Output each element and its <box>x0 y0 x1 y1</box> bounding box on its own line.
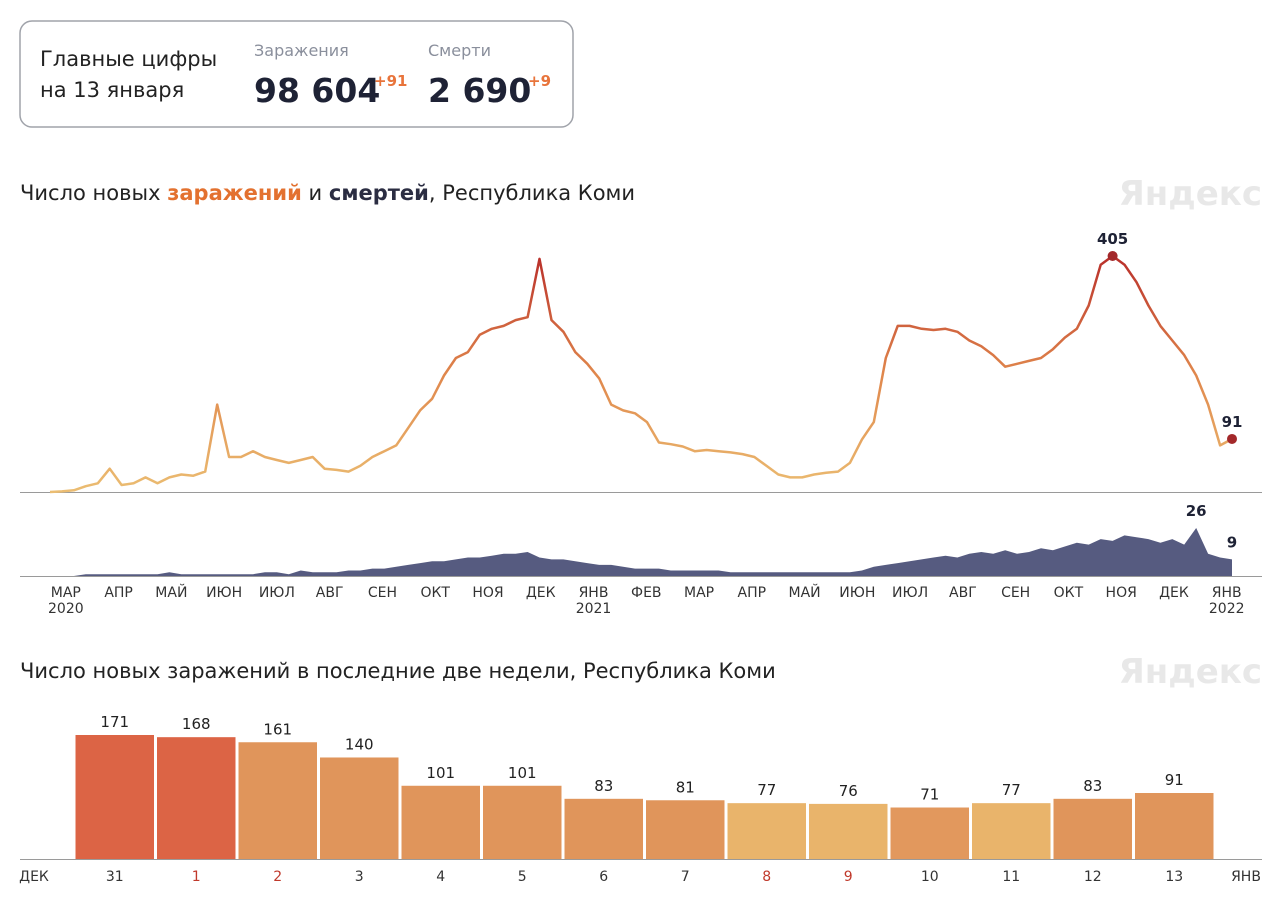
month-label: ЯНВ <box>1212 585 1242 601</box>
month-label: МАЙ <box>789 583 821 601</box>
bar <box>238 742 317 859</box>
chart-title: Число новых заражений и смертей, Республ… <box>20 181 635 205</box>
month-label: ФЕВ <box>631 585 662 601</box>
year-label: 2021 <box>576 601 612 617</box>
month-label: ОКТ <box>1054 585 1084 601</box>
chart-title: Число новых заражений в последние две не… <box>20 659 776 683</box>
bar <box>401 785 480 859</box>
day-label: 1 <box>192 869 201 885</box>
bar-value-label: 101 <box>508 764 537 782</box>
bar <box>483 785 562 859</box>
month-label: ОКТ <box>420 585 450 601</box>
bar <box>1053 798 1132 859</box>
month-label: СЕН <box>368 585 397 601</box>
month-label: АВГ <box>316 585 344 601</box>
month-label: МАР <box>51 585 81 601</box>
bar-value-label: 91 <box>1165 771 1184 789</box>
day-label: 2 <box>273 869 282 885</box>
month-label: АПР <box>738 585 767 601</box>
bar-value-label: 81 <box>676 778 695 796</box>
summary-label: Смерти <box>428 41 491 60</box>
day-label: 8 <box>762 869 771 885</box>
title-part: , Республика Коми <box>429 181 635 205</box>
day-label: 7 <box>681 869 690 885</box>
year-label: 2022 <box>1209 601 1245 617</box>
point-label: 9 <box>1227 533 1237 551</box>
bar-value-label: 77 <box>1002 781 1021 799</box>
month-label: ДЕК <box>1159 585 1189 601</box>
day-label: 4 <box>436 869 445 885</box>
bar-value-label: 140 <box>345 735 374 753</box>
summary-value: 98 604 <box>254 71 380 110</box>
day-label: 3 <box>355 869 364 885</box>
summary-heading: Главные цифры <box>40 47 217 71</box>
summary-delta: +91 <box>374 72 407 90</box>
bar-value-label: 71 <box>920 786 939 804</box>
bar <box>564 798 643 859</box>
title-part: Число новых <box>20 181 161 205</box>
bar-value-label: 83 <box>594 777 613 795</box>
month-label: ИЮЛ <box>892 585 928 601</box>
bar-value-label: 101 <box>426 764 455 782</box>
summary-heading: на 13 января <box>40 78 184 102</box>
bar-value-label: 171 <box>100 713 129 731</box>
bar <box>646 800 725 859</box>
bar-value-label: 161 <box>263 720 292 738</box>
bar-value-label: 168 <box>182 715 211 733</box>
point-label: 91 <box>1222 413 1243 431</box>
day-label: 6 <box>599 869 608 885</box>
point-label: 405 <box>1097 230 1128 248</box>
watermark: Яндекс <box>1119 174 1262 214</box>
month-label: НОЯ <box>1106 585 1137 601</box>
month-edge-label: ДЕК <box>19 869 49 885</box>
title-part: заражений <box>167 181 302 205</box>
bar <box>75 735 154 859</box>
point-marker <box>1227 433 1237 444</box>
bar <box>727 803 806 859</box>
month-label: НОЯ <box>472 585 503 601</box>
day-label: 13 <box>1165 869 1183 885</box>
day-label: 10 <box>921 869 939 885</box>
bar-value-label: 76 <box>839 782 858 800</box>
summary-delta: +9 <box>528 72 551 90</box>
month-label: АВГ <box>949 585 977 601</box>
summary-box <box>19 20 574 128</box>
title-part: и <box>309 181 323 205</box>
point-marker <box>1107 251 1118 261</box>
day-label: 12 <box>1084 869 1102 885</box>
bar <box>809 803 888 859</box>
month-label: ЯНВ <box>579 585 609 601</box>
day-label: 9 <box>844 869 853 885</box>
bar <box>1135 793 1214 859</box>
month-label: МАЙ <box>155 583 187 601</box>
bar-value-label: 83 <box>1083 777 1102 795</box>
year-label: 2020 <box>48 601 84 617</box>
month-label: АПР <box>104 585 133 601</box>
month-label: ИЮЛ <box>259 585 295 601</box>
day-label: 11 <box>1002 869 1020 885</box>
bar <box>972 803 1051 859</box>
point-label: 26 <box>1186 502 1207 520</box>
day-label: 31 <box>106 869 124 885</box>
title-part: смертей <box>329 181 429 205</box>
month-edge-label: ЯНВ <box>1231 869 1261 885</box>
watermark: Яндекс <box>1119 652 1262 692</box>
bar-value-label: 77 <box>757 781 776 799</box>
infections-line <box>49 254 1233 494</box>
month-label: СЕН <box>1001 585 1030 601</box>
bar <box>320 757 399 859</box>
summary-value: 2 690 <box>428 71 531 110</box>
month-label: ИЮН <box>839 585 875 601</box>
month-label: ИЮН <box>206 585 242 601</box>
month-label: МАР <box>684 585 714 601</box>
summary-label: Заражения <box>254 41 349 60</box>
bar <box>157 737 236 859</box>
deaths-area <box>50 528 1232 576</box>
day-label: 5 <box>518 869 527 885</box>
month-label: ДЕК <box>526 585 556 601</box>
bar <box>890 807 969 859</box>
